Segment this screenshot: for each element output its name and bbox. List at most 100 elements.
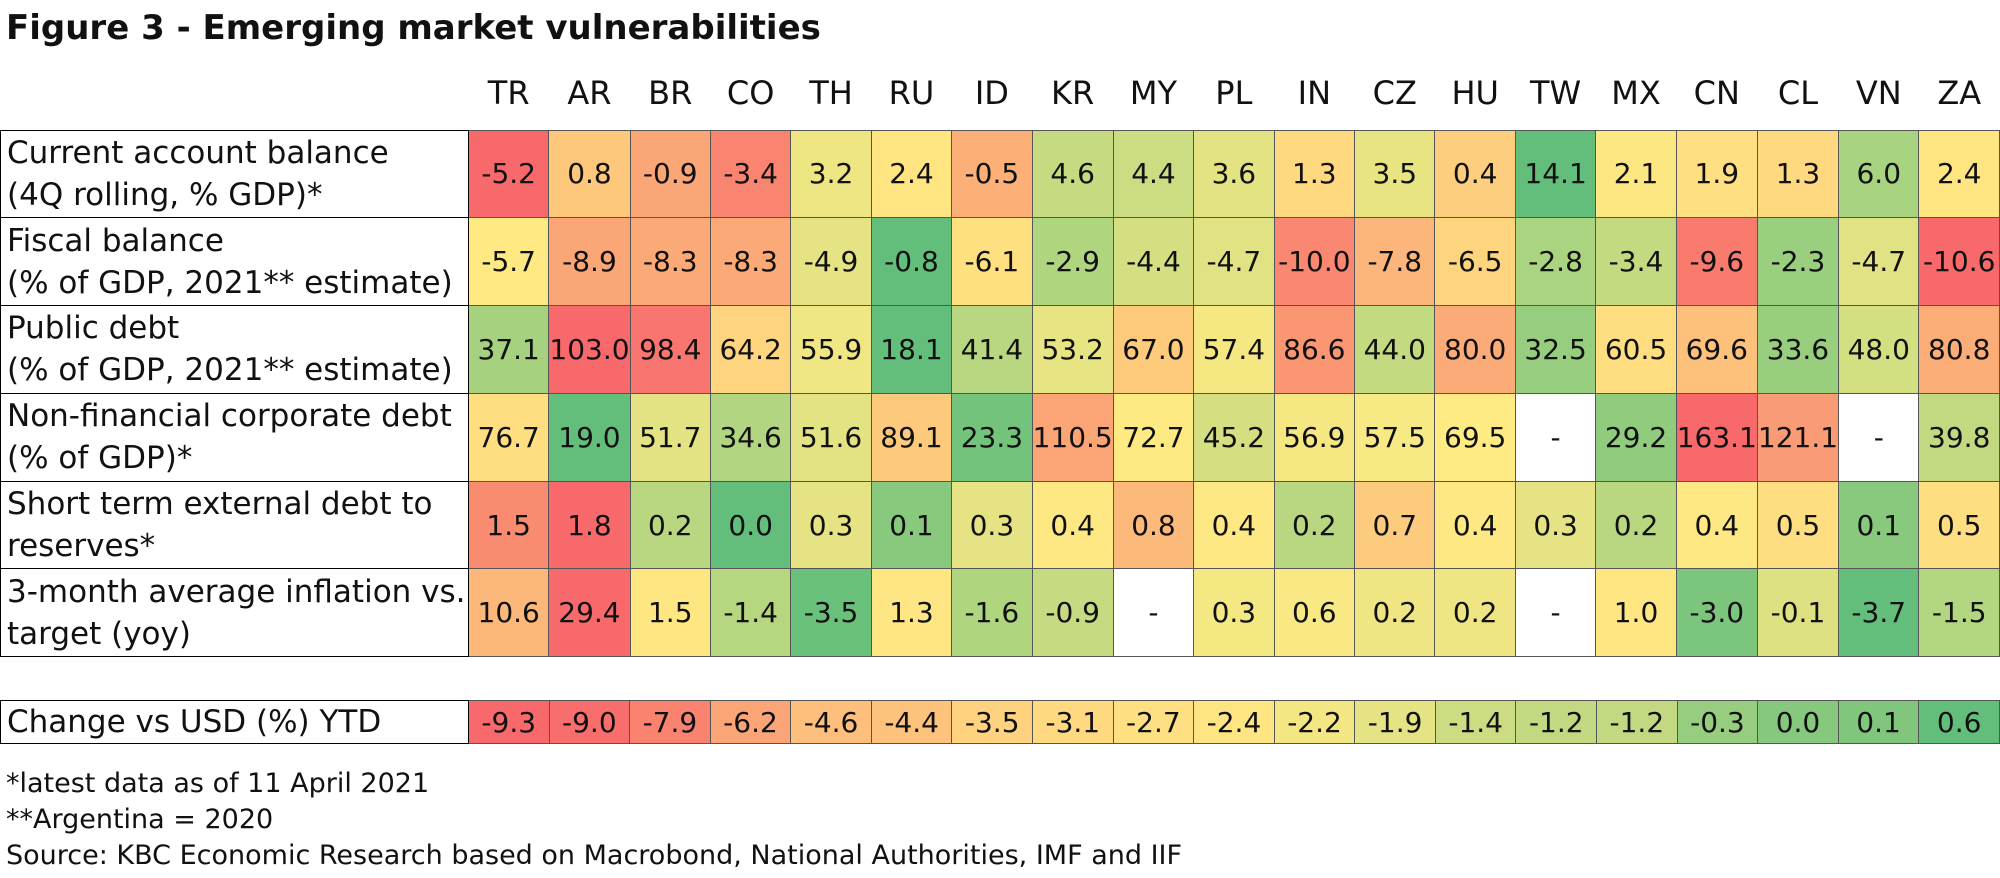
heatmap-cell: 1.3: [1756, 129, 1840, 219]
heatmap-cell: 0.4: [1434, 480, 1516, 570]
heatmap-cell: -3.0: [1675, 568, 1758, 658]
row-label: 3-month average inflation vs. target (yoy…: [0, 568, 469, 658]
heatmap-cell: -2.8: [1514, 217, 1597, 307]
heatmap-cell: 14.1: [1514, 129, 1597, 219]
heatmap-cell: 80.0: [1434, 305, 1516, 394]
heatmap-cell: 34.6: [709, 392, 792, 482]
heatmap-cell: 1.9: [1675, 129, 1758, 219]
heatmap-cell: -: [1112, 568, 1195, 658]
heatmap-cell: 0.2: [629, 480, 711, 570]
heatmap-cell: 1.0: [1595, 568, 1677, 658]
heatmap-cell: 51.6: [790, 392, 872, 482]
row-label-line1: Non-financial corporate debt: [7, 398, 452, 435]
heatmap-cell: 45.2: [1193, 392, 1275, 482]
heatmap-cell: 56.9: [1273, 392, 1356, 482]
vulnerability-heatmap-table: TR AR BR CO TH RU ID KR MY PL IN CZ HU TW MX CN CL VN ZA C…: [0, 57, 2000, 658]
usd-change-cell: -0.3: [1676, 700, 1759, 744]
row-label: Public debt (% of GDP, 2021** estimate): [0, 305, 469, 394]
heatmap-cell: -: [1838, 392, 1920, 482]
heatmap-cell: -0.9: [629, 129, 711, 219]
country-header-ar: AR: [567, 74, 612, 113]
row-label-line2: (% of GDP)*: [7, 440, 193, 477]
row-label-line1: Public debt: [7, 310, 180, 347]
heatmap-cell: 6.0: [1838, 129, 1920, 219]
table-row: Short term external debt to reserves* 1.5 1…: [0, 480, 2000, 570]
heatmap-cell: 51.7: [629, 392, 711, 482]
table-row: Public debt (% of GDP, 2021** estimate) 37…: [0, 305, 2000, 394]
usd-change-cell: -4.4: [870, 700, 953, 744]
heatmap-cell: 1.8: [548, 480, 631, 570]
heatmap-cell: 60.5: [1595, 305, 1677, 394]
row-label-line1: Fiscal balance: [7, 222, 224, 259]
row-label-line2: (% of GDP, 2021** estimate): [7, 264, 453, 301]
row-label-line1: 3-month average inflation vs.: [7, 573, 466, 610]
heatmap-cell: 19.0: [548, 392, 631, 482]
heatmap-cell: -0.1: [1756, 568, 1840, 658]
row-label-line2: reserves*: [7, 528, 156, 565]
heatmap-cell: 18.1: [870, 305, 953, 394]
country-header-tw: TW: [1530, 74, 1582, 113]
heatmap-cell: 0.8: [548, 129, 631, 219]
heatmap-cell: -4.7: [1838, 217, 1920, 307]
heatmap-cell: 0.3: [790, 480, 872, 570]
usd-change-cell: -3.5: [951, 700, 1033, 744]
country-header-tr: TR: [487, 74, 530, 113]
table-row: Non-financial corporate debt (% of GDP)* 7…: [0, 392, 2000, 482]
heatmap-cell: 1.5: [629, 568, 711, 658]
heatmap-cell: 0.1: [870, 480, 953, 570]
country-header-mx: MX: [1611, 74, 1661, 113]
country-header-cl: CL: [1777, 74, 1819, 113]
heatmap-cell: -8.9: [548, 217, 631, 307]
heatmap-cell: 86.6: [1273, 305, 1356, 394]
usd-change-row: Change vs USD (%) YTD -9.3 -9.0 -7.9 -6.2 -4…: [0, 700, 2000, 744]
country-header-br: BR: [648, 74, 693, 113]
heatmap-cell: 0.8: [1112, 480, 1195, 570]
usd-change-cell: 0.0: [1757, 700, 1839, 744]
usd-change-cell: 0.6: [1918, 700, 2000, 744]
heatmap-cell: 69.6: [1675, 305, 1758, 394]
heatmap-cell: -3.4: [1595, 217, 1677, 307]
heatmap-cell: 72.7: [1112, 392, 1195, 482]
header-corner: [1, 57, 469, 130]
heatmap-cell: 0.4: [1031, 480, 1114, 570]
heatmap-cell: 0.2: [1273, 480, 1356, 570]
heatmap-cell: 1.5: [467, 480, 550, 570]
heatmap-cell: 76.7: [467, 392, 550, 482]
heatmap-cell: 57.4: [1193, 305, 1275, 394]
row-label-line1: Short term external debt to: [7, 486, 433, 523]
heatmap-body: Current account balance (4Q rolling, % GD…: [0, 129, 2000, 658]
heatmap-cell: -0.5: [951, 129, 1033, 219]
usd-change-cell: -2.7: [1112, 700, 1195, 744]
heatmap-cell: 80.8: [1918, 305, 2000, 394]
heatmap-cell: -: [1514, 392, 1597, 482]
heatmap-cell: -8.3: [709, 217, 792, 307]
usd-change-cell: -4.6: [790, 700, 872, 744]
heatmap-cell: -2.9: [1031, 217, 1114, 307]
heatmap-cell: -1.4: [709, 568, 792, 658]
heatmap-cell: 0.1: [1838, 480, 1920, 570]
footnote-argentina: **Argentina = 2020: [6, 804, 274, 835]
heatmap-cell: 0.3: [951, 480, 1033, 570]
country-header-cz: CZ: [1372, 74, 1417, 113]
heatmap-cell: 2.4: [1918, 129, 2000, 219]
heatmap-cell: -6.5: [1434, 217, 1516, 307]
country-header-kr: KR: [1051, 74, 1095, 113]
figure-title: Figure 3 - Emerging market vulnerabiliti…: [6, 8, 821, 48]
heatmap-cell: 29.2: [1595, 392, 1677, 482]
heatmap-cell: -10.6: [1918, 217, 2000, 307]
heatmap-cell: -9.6: [1675, 217, 1758, 307]
country-header-in: IN: [1297, 74, 1331, 113]
usd-change-table: Change vs USD (%) YTD -9.3 -9.0 -7.9 -6.2 -4…: [0, 700, 2000, 744]
heatmap-cell: 4.4: [1112, 129, 1195, 219]
usd-change-cell: -3.1: [1032, 700, 1114, 744]
heatmap-cell: 64.2: [709, 305, 792, 394]
heatmap-cell: 3.5: [1354, 129, 1436, 219]
heatmap-cell: 0.2: [1354, 568, 1436, 658]
row-label: Non-financial corporate debt (% of GDP)*: [0, 392, 469, 482]
heatmap-cell: 41.4: [951, 305, 1033, 394]
heatmap-cell: -5.7: [467, 217, 550, 307]
heatmap-cell: 0.0: [709, 480, 792, 570]
table-row: 3-month average inflation vs. target (yoy…: [0, 568, 2000, 658]
heatmap-cell: 55.9: [790, 305, 872, 394]
heatmap-cell: 32.5: [1514, 305, 1597, 394]
